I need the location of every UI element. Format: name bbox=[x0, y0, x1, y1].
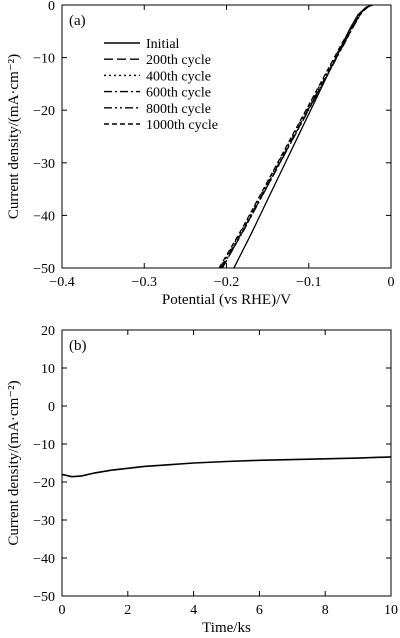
y-tick-label-b-5: 0 bbox=[48, 400, 55, 415]
x-tick-label-a-0: −0.4 bbox=[49, 275, 74, 290]
y-tick-label-b-0: −50 bbox=[33, 590, 55, 605]
legend-label-1: 200th cycle bbox=[146, 53, 211, 68]
x-axis-label-b: Time/ks bbox=[202, 620, 251, 636]
y-tick-label-a-1: −40 bbox=[33, 209, 55, 224]
y-tick-label-b-2: −30 bbox=[33, 514, 55, 529]
series-line-a-4 bbox=[221, 5, 371, 268]
panel-label-b: (b) bbox=[69, 338, 87, 354]
ticks-b: 0 2 4 6 8 10 −50 −40 −30 −20 −10 0 10 20 bbox=[33, 324, 398, 618]
y-tick-label-a-3: −20 bbox=[33, 104, 55, 119]
x-tick-label-a-4: 0 bbox=[388, 275, 395, 290]
series-line-a-5 bbox=[218, 5, 371, 268]
series-line-a-2 bbox=[219, 5, 371, 268]
legend-label-0: Initial bbox=[146, 37, 180, 52]
plot-frame-b bbox=[61, 329, 392, 597]
x-tick-label-b-5: 10 bbox=[384, 603, 398, 618]
x-tick-label-b-4: 8 bbox=[322, 603, 329, 618]
y-tick-label-a-2: −30 bbox=[33, 157, 55, 172]
legend-label-2: 400th cycle bbox=[146, 69, 211, 84]
y-tick-label-b-4: −10 bbox=[33, 438, 55, 453]
panel-a: −0.4 −0.3 −0.2 −0.1 0 −50 −40 −30 −20 −10 0 (a) In… bbox=[6, 0, 395, 308]
x-tick-label-a-3: −0.1 bbox=[296, 275, 321, 290]
x-tick-label-a-2: −0.2 bbox=[214, 275, 239, 290]
x-tick-label-b-1: 2 bbox=[124, 603, 131, 618]
y-tick-label-b-1: −40 bbox=[33, 552, 55, 567]
y-tick-label-a-4: −10 bbox=[33, 52, 55, 67]
legend-label-3: 600th cycle bbox=[146, 86, 211, 101]
ticks-a: −0.4 −0.3 −0.2 −0.1 0 −50 −40 −30 −20 −10 0 bbox=[33, 0, 394, 290]
x-tick-label-b-0: 0 bbox=[59, 603, 66, 618]
y-tick-label-a-0: −50 bbox=[33, 262, 55, 277]
y-axis-label-b: Current density/(mA·cm⁻²) bbox=[6, 380, 22, 545]
data-lines-b bbox=[62, 456, 391, 478]
x-tick-label-a-1: −0.3 bbox=[132, 275, 157, 290]
y-tick-label-b-7: 20 bbox=[41, 324, 55, 339]
x-tick-label-b-2: 4 bbox=[190, 603, 197, 618]
panel-label-a: (a) bbox=[69, 13, 86, 29]
series-line-a-3 bbox=[220, 5, 371, 268]
legend-label-4: 800th cycle bbox=[146, 102, 211, 117]
legend-label-5: 1000th cycle bbox=[146, 118, 218, 133]
y-tick-label-b-3: −20 bbox=[33, 476, 55, 491]
data-lines-a bbox=[218, 5, 374, 268]
y-tick-label-b-6: 10 bbox=[41, 362, 55, 377]
y-tick-label-a-5: 0 bbox=[48, 0, 55, 14]
series-line-a-0 bbox=[233, 5, 374, 268]
y-axis-label-a: Current density/(mA·cm⁻²) bbox=[6, 54, 22, 219]
x-tick-label-b-3: 6 bbox=[256, 603, 263, 618]
series-line-b-0 bbox=[62, 456, 391, 478]
x-axis-label-a: Potential (vs RHE)/V bbox=[162, 292, 291, 308]
